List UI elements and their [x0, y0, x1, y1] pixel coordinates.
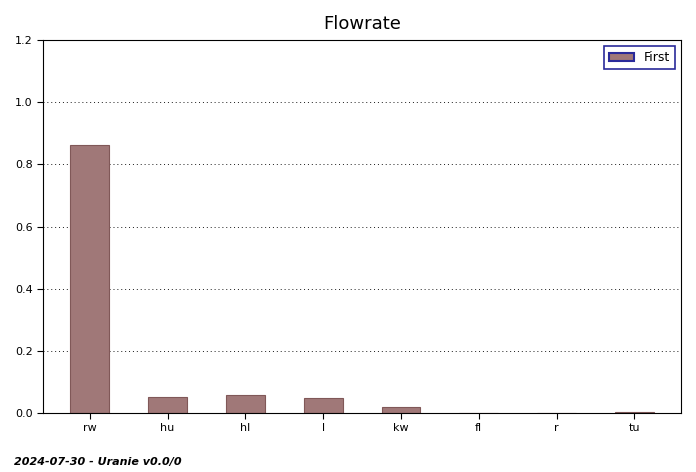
- Legend: First: First: [603, 46, 674, 69]
- Bar: [148, 397, 187, 413]
- Text: 2024-07-30 - Uranie v0.0/0: 2024-07-30 - Uranie v0.0/0: [14, 457, 182, 467]
- Bar: [303, 398, 342, 413]
- Bar: [70, 144, 109, 413]
- Bar: [381, 407, 420, 413]
- Bar: [226, 395, 265, 413]
- Title: Flowrate: Flowrate: [323, 15, 401, 33]
